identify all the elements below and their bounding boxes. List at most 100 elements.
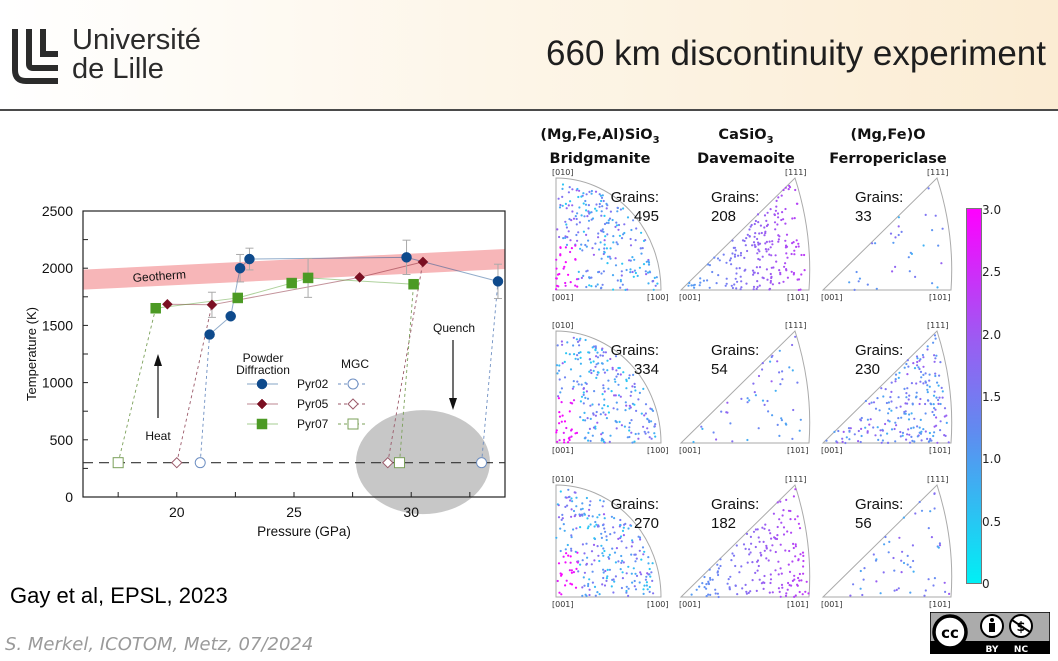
data-point xyxy=(492,276,504,287)
svg-text:495: 495 xyxy=(634,208,659,225)
ipf-ferropericlase-2: [111] [001] [101] Grains: 230 xyxy=(821,321,953,455)
quench-label: Quench xyxy=(433,321,475,335)
y-tick-label: 500 xyxy=(50,432,74,448)
svg-text:Grains:: Grains: xyxy=(711,189,759,206)
data-point xyxy=(347,378,359,390)
svg-text:[100]: [100] xyxy=(647,446,669,455)
svg-text:[101]: [101] xyxy=(787,293,809,302)
svg-text:[010]: [010] xyxy=(552,321,574,330)
svg-text:230: 230 xyxy=(855,361,880,378)
svg-text:182: 182 xyxy=(711,515,736,532)
geotherm-band xyxy=(83,249,505,290)
svg-text:56: 56 xyxy=(855,515,872,532)
data-point xyxy=(194,457,206,469)
svg-text:[111]: [111] xyxy=(927,168,949,177)
svg-text:[111]: [111] xyxy=(785,168,807,177)
svg-text:334: 334 xyxy=(634,361,659,378)
svg-text:[001]: [001] xyxy=(679,446,701,455)
data-point xyxy=(150,302,161,314)
citation: Gay et al, EPSL, 2023 xyxy=(10,583,228,608)
logo-line-1: Université xyxy=(72,24,201,56)
svg-text:Grains:: Grains: xyxy=(855,496,903,513)
svg-text:[101]: [101] xyxy=(929,600,951,609)
svg-text:$: $ xyxy=(1016,620,1025,635)
svg-text:Powder: Powder xyxy=(243,351,284,365)
ipf-ferropericlase-1: [111] [001] [101] Grains: 33 xyxy=(821,168,953,302)
colorbar-tick-label: 0.5 xyxy=(982,514,1002,529)
svg-text:[111]: [111] xyxy=(927,475,949,484)
university-logo: Université de Lille xyxy=(12,26,222,86)
svg-text:Grains:: Grains: xyxy=(611,496,659,513)
svg-text:MGC: MGC xyxy=(341,357,369,371)
phase-title-ferropericlase: (Mg,Fe)O Ferropericlase xyxy=(829,127,947,167)
svg-text:Grains:: Grains: xyxy=(611,342,659,359)
data-point xyxy=(204,329,215,340)
x-tick-label: 20 xyxy=(169,504,185,520)
svg-text:[100]: [100] xyxy=(647,600,669,609)
y-tick-label: 2000 xyxy=(42,260,73,276)
svg-text:[001]: [001] xyxy=(821,293,843,302)
svg-text:208: 208 xyxy=(711,208,736,225)
svg-text:[001]: [001] xyxy=(552,600,574,609)
phase-title-davemaoite: CaSiO3 Davemaoite xyxy=(697,127,795,167)
svg-text:cc: cc xyxy=(941,624,959,642)
university-lille-logo-icon xyxy=(12,29,58,84)
ipf-bridgmanite-3: [010] [001] [100] Grains: 270 xyxy=(552,475,669,609)
data-point xyxy=(171,456,183,469)
data-point xyxy=(347,418,359,430)
svg-text:[001]: [001] xyxy=(552,293,574,302)
cc-by-nc-icon[interactable]: cc $ BY NC xyxy=(929,611,1051,655)
logo-line-2: de Lille xyxy=(72,53,164,85)
data-point xyxy=(244,253,255,265)
phase-title-bridgmanite: (Mg,Fe,Al)SiO3 Bridgmanite xyxy=(540,127,660,167)
data-point xyxy=(162,298,173,310)
data-point xyxy=(394,457,405,469)
ipf-davemaoite-1: [111] [001] [101] Grains: 208 xyxy=(679,168,811,302)
data-point xyxy=(234,262,246,274)
y-tick-label: 0 xyxy=(65,489,73,505)
svg-text:Grains:: Grains: xyxy=(855,342,903,359)
colorbar xyxy=(966,208,982,584)
ipf-davemaoite-3: [111] [001] [101] Grains: 182 xyxy=(679,475,811,609)
svg-text:[100]: [100] xyxy=(647,293,669,302)
svg-text:[111]: [111] xyxy=(785,321,807,330)
colorbar-tick-label: 2.0 xyxy=(982,327,1002,342)
data-point xyxy=(286,277,297,289)
svg-text:[010]: [010] xyxy=(552,475,574,484)
slide-header: Université de Lille 660 km discontinuity… xyxy=(0,0,1058,111)
data-point xyxy=(476,457,488,469)
svg-text:[001]: [001] xyxy=(679,600,701,609)
svg-text:270: 270 xyxy=(634,515,659,532)
svg-text:[111]: [111] xyxy=(927,321,949,330)
data-point xyxy=(225,310,236,322)
y-tick-label: 1500 xyxy=(42,317,73,333)
data-point xyxy=(256,378,268,390)
footer-credit: S. Merkel, ICOTOM, Metz, 07/2024 xyxy=(5,634,314,655)
svg-text:[101]: [101] xyxy=(929,293,951,302)
ipf-ferropericlase-3: [111] [001] [101] Grains: 56 xyxy=(821,475,953,609)
data-point xyxy=(232,292,243,304)
x-axis-label: Pressure (GPa) xyxy=(257,524,351,539)
colorbar-tick-label: 1.5 xyxy=(982,390,1002,404)
heat-label: Heat xyxy=(145,429,171,443)
data-point xyxy=(256,398,268,410)
svg-text:54: 54 xyxy=(711,361,728,378)
data-point xyxy=(417,256,429,268)
slide-title: 660 km discontinuity experiment xyxy=(546,34,1046,73)
svg-text:Grains:: Grains: xyxy=(711,496,759,513)
data-point xyxy=(112,457,124,469)
y-tick-label: 2500 xyxy=(42,203,73,219)
legend-label: Pyr07 xyxy=(297,417,329,431)
svg-text:Grains:: Grains: xyxy=(611,189,659,206)
svg-text:BY: BY xyxy=(986,645,999,654)
colorbar-tick-label: 1.0 xyxy=(982,452,1002,467)
svg-text:[010]: [010] xyxy=(552,168,574,177)
svg-text:[111]: [111] xyxy=(785,475,807,484)
legend-label: Pyr05 xyxy=(297,397,329,411)
data-point xyxy=(256,418,268,430)
svg-text:[101]: [101] xyxy=(787,446,809,455)
svg-text:Grains:: Grains: xyxy=(711,342,759,359)
data-point xyxy=(206,299,218,311)
colorbar-tick-label: 0 xyxy=(982,577,990,591)
colorbar-tick-label: 3.0 xyxy=(982,203,1002,217)
